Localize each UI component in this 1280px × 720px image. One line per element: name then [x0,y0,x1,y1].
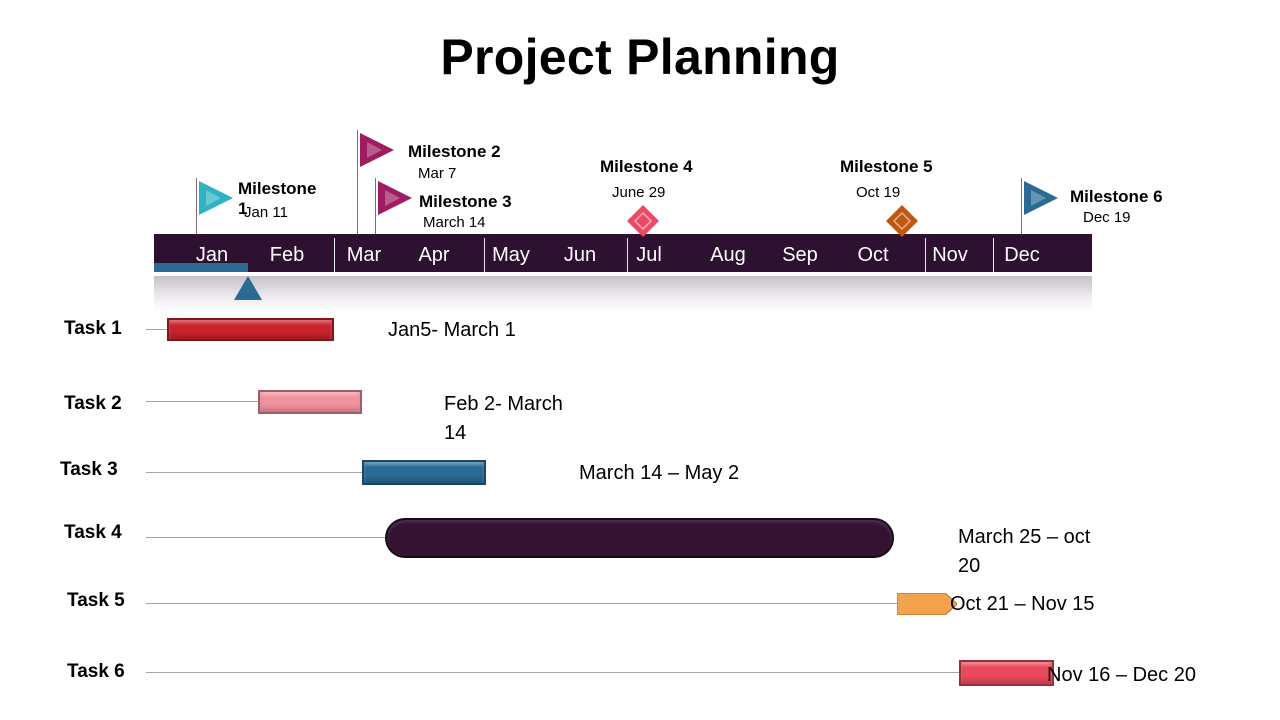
month-label-apr: Apr [418,244,450,266]
milestone-flag-icon [378,181,412,215]
leader-line [146,537,386,538]
milestone-pole [375,178,376,234]
task-date-range: Oct 21 – Nov 15 [950,593,1095,615]
milestone-pole [357,130,358,234]
month-label-aug: Aug [710,244,746,266]
task-bar [167,318,334,341]
milestone-date: Dec 19 [1083,209,1131,226]
milestone-name: Milestone 6 [1070,187,1163,206]
task-bar [385,518,895,558]
milestone-date: March 14 [423,214,486,231]
task-label: Task 5 [67,590,125,611]
task-date-range: Jan5- March 1 [388,319,516,341]
month-label-oct: Oct [857,244,889,266]
milestone-name: Milestone 4 [600,157,693,176]
month-label-jul: Jul [636,244,662,266]
milestone-name: Milestone 3 [419,192,512,211]
task-label: Task 2 [64,393,122,414]
month-label-jun: Jun [563,244,597,266]
chart-title: Project Planning [440,29,840,85]
leader-line [146,603,897,604]
milestone-pole [196,178,197,234]
month-divider [627,238,628,272]
milestone-date: Oct 19 [856,184,901,201]
milestone-date: Mar 7 [418,165,457,182]
task-date-range: Nov 16 – Dec 20 [1047,664,1196,686]
leader-line [146,401,258,402]
task-label: Task 3 [60,459,118,480]
milestone-pole [1021,178,1022,234]
milestone-flag-icon [199,181,233,215]
leader-line [146,672,959,673]
milestone-name: Milestone 5 [840,157,933,176]
task-date-range: Feb 2- March 14 [444,393,563,444]
month-divider [484,238,485,272]
task-date-range: March 25 – oct 20 [958,526,1091,577]
month-divider [993,238,994,272]
task-date-range: March 14 – May 2 [579,462,740,484]
month-divider [925,238,926,272]
timeline-bar [154,234,1092,272]
leader-line [146,328,168,330]
milestone-date: June 29 [612,184,666,201]
task-bar [959,660,1054,686]
task-bar [257,390,362,414]
month-label-mar: Mar [346,244,382,266]
leader-line [146,471,362,473]
month-divider [334,238,335,272]
timeline-shadow [154,276,1092,312]
milestone-diamond-icon [627,205,659,237]
progress-bar [154,263,248,272]
task-bar [361,460,487,485]
month-label-dec: Dec [1004,244,1040,266]
milestone-diamond-icon [886,205,918,237]
milestone-name: Milestone 2 [408,142,501,161]
milestone-flag-icon [360,133,394,167]
month-label-sep: Sep [782,244,818,266]
month-label-feb: Feb [269,244,305,266]
task-label: Task 1 [64,318,122,339]
month-label-may: May [492,244,530,266]
task-label: Task 4 [64,522,122,543]
milestone-name: Milestone 1 [238,179,317,218]
month-label-nov: Nov [932,244,968,266]
task-label: Task 6 [67,661,125,682]
task-bar [896,593,957,615]
today-marker-icon [234,276,262,300]
milestone-flag-icon [1024,181,1058,215]
milestone-date: Jan 11 [244,204,288,221]
month-label-jan: Jan [195,244,229,266]
